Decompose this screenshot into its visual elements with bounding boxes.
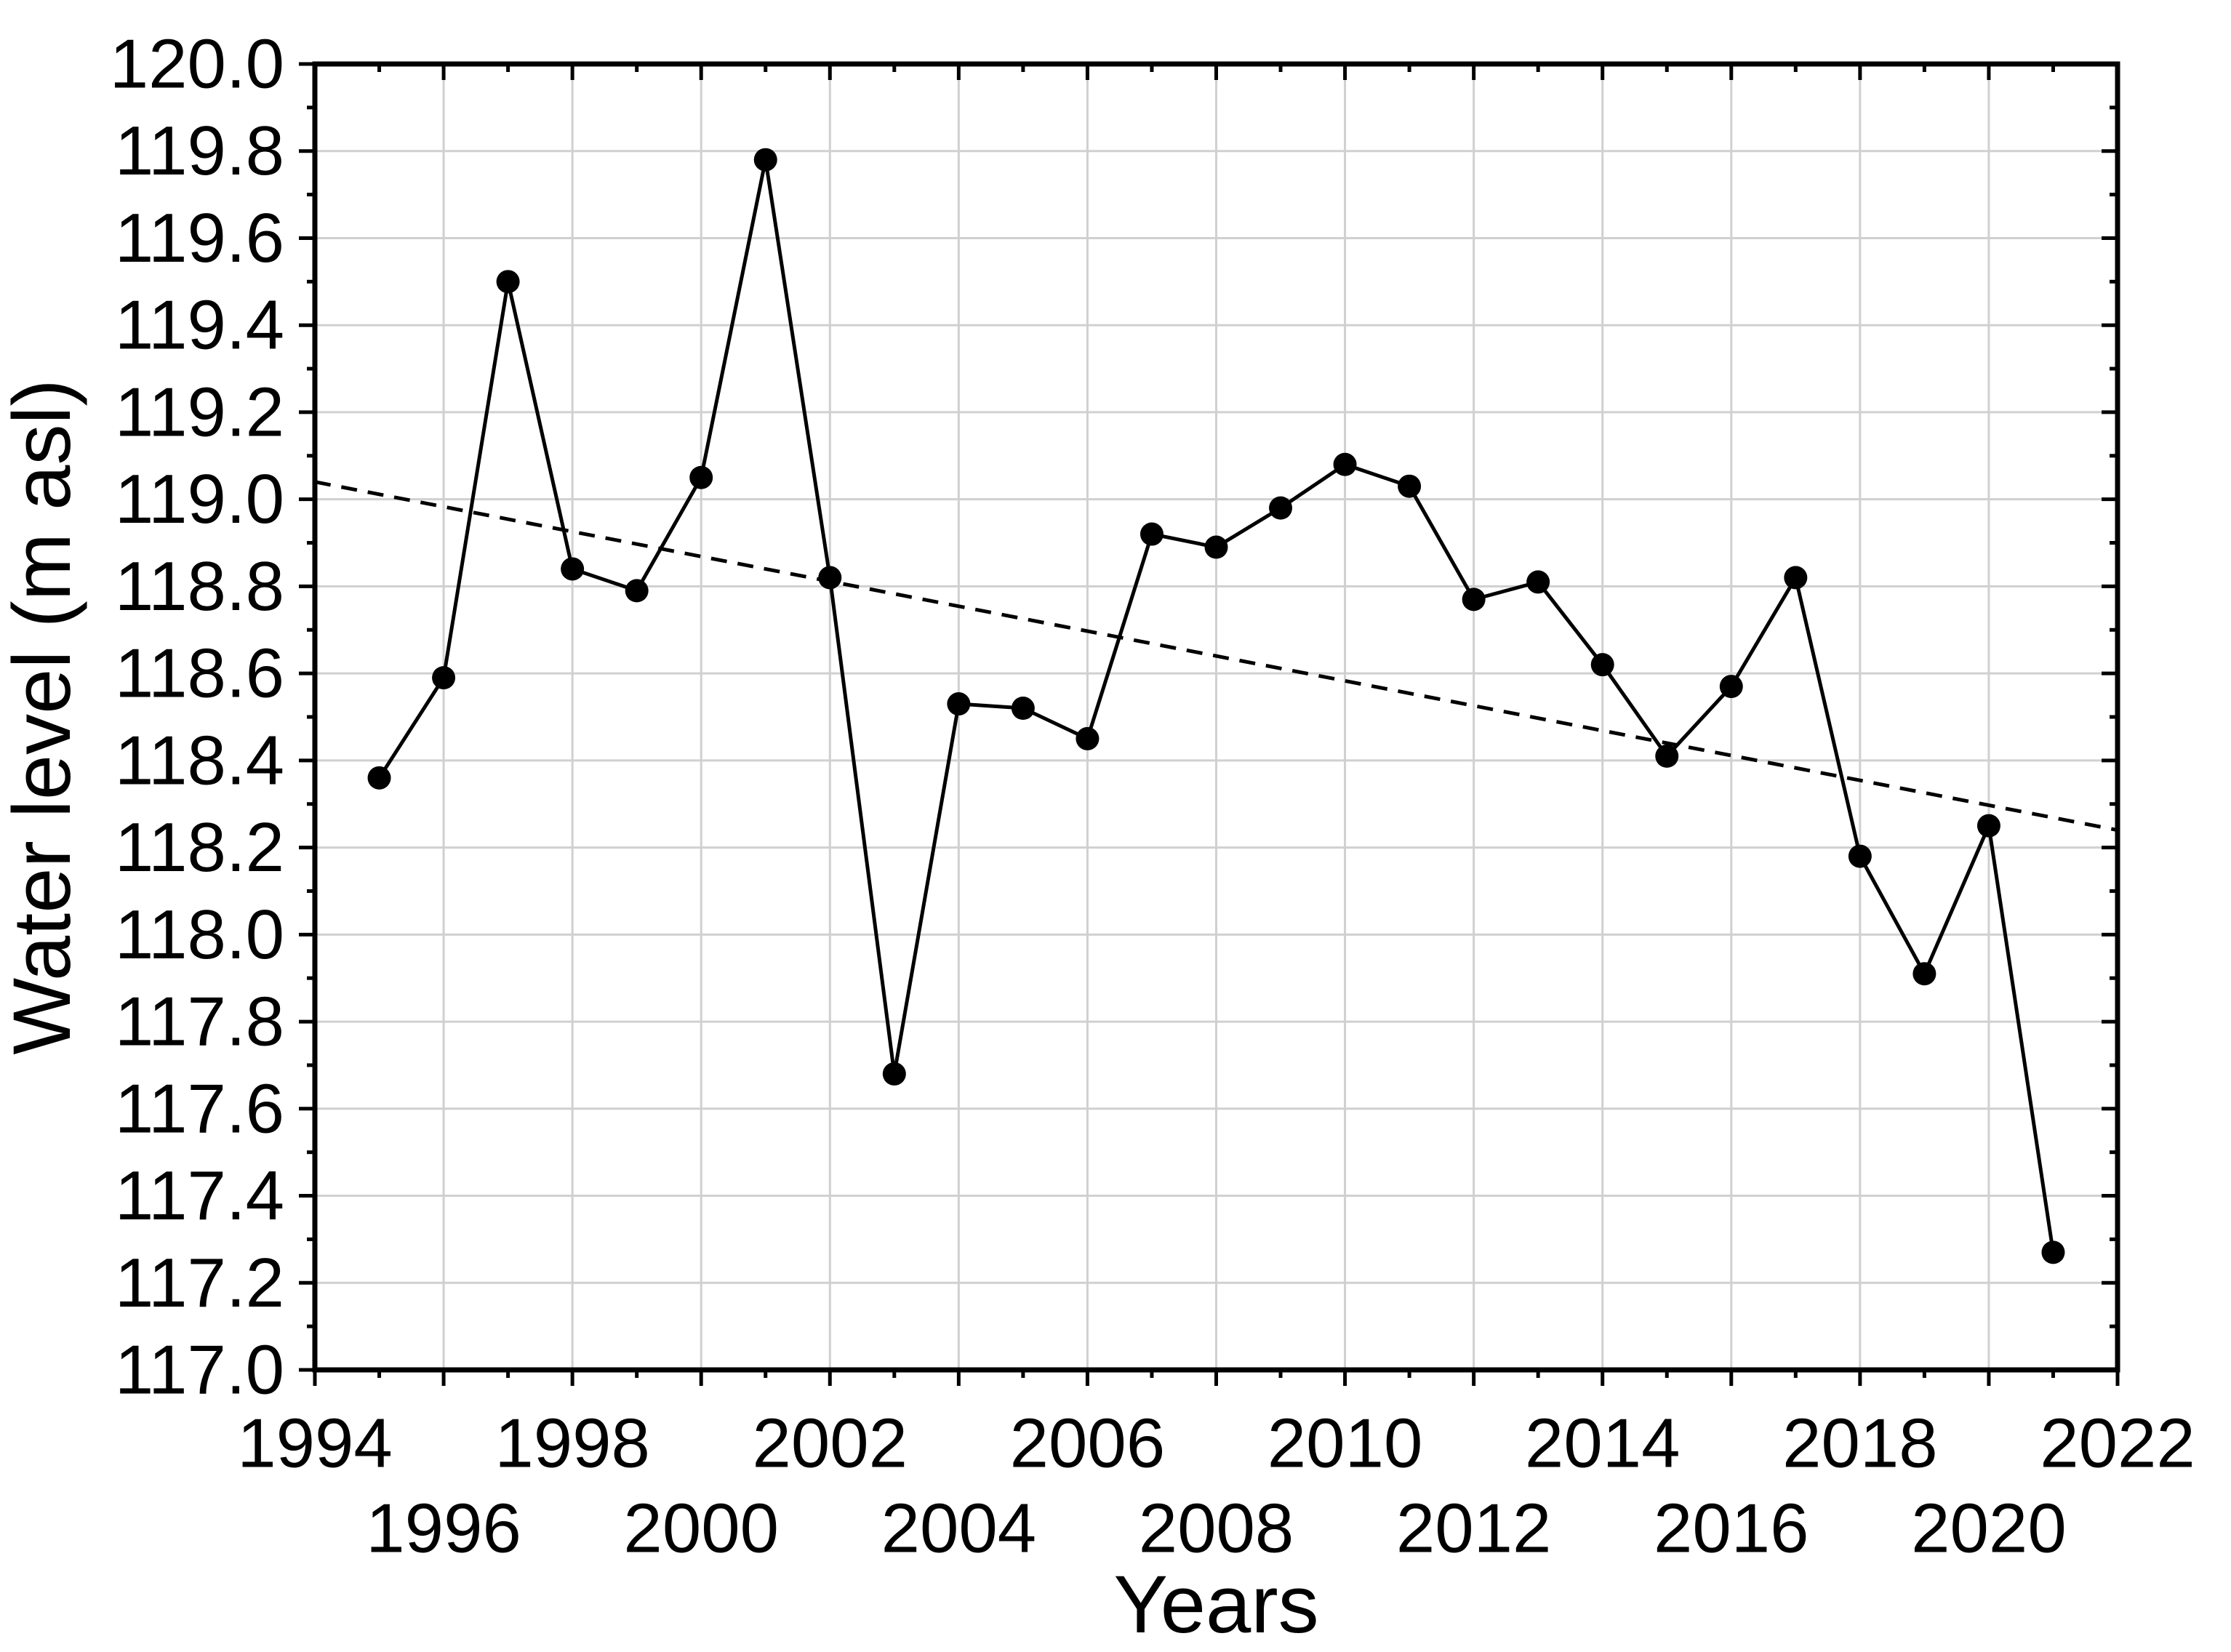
data-point [1333,452,1357,476]
data-point [1848,844,1872,868]
data-point [1590,653,1614,677]
data-point [561,557,585,581]
x-tick-label: 2010 [1267,1405,1423,1483]
data-point [1204,535,1228,559]
data-point [2041,1240,2065,1264]
data-point [753,148,777,172]
x-tick-label: 2004 [881,1490,1037,1568]
trend-line [314,480,2118,833]
data-point [689,465,713,489]
y-tick-label: 119.0 [115,460,284,538]
y-tick-label: 120.0 [110,25,284,103]
y-tick-label: 117.0 [115,1331,284,1409]
x-tick-label: 2018 [1782,1405,1938,1483]
x-tick-label: 2016 [1654,1490,1809,1568]
y-tick-label: 117.6 [115,1070,284,1147]
data-point [1526,570,1550,594]
x-tick-label: 2000 [623,1490,779,1568]
data-point [625,579,649,603]
y-tick-label: 118.2 [115,809,284,886]
data-point [1655,744,1679,768]
x-axis-title: Years [1113,1559,1318,1650]
y-tick-label: 117.8 [115,983,284,1061]
y-tick-label: 119.6 [115,199,284,277]
data-point [1398,474,1422,498]
data-point [1462,588,1486,612]
data-point [1076,726,1100,750]
x-tick-label: 2012 [1396,1490,1552,1568]
data-point [1139,522,1163,546]
data-point [1269,496,1293,520]
data-point [1784,566,1808,590]
data-point [496,270,520,294]
x-tick-label: 2020 [1911,1490,2067,1568]
data-point [1011,697,1035,721]
y-tick-label: 118.8 [115,548,284,625]
x-tick-label: 2002 [753,1405,908,1483]
x-tick-label: 2022 [2040,1405,2195,1483]
y-axis-title: Water level (m asl) [0,379,87,1054]
y-tick-label: 118.6 [115,635,284,713]
tick-label-layer: 120.0 119.8 119.6 119.4 119.2 119.0 118.8 118.6… [110,25,2195,1568]
data-point [367,766,391,790]
y-tick-label: 118.0 [115,896,284,974]
tick-layer [299,62,2120,1386]
y-tick-label: 119.2 [115,373,284,451]
data-point [432,666,456,690]
data-point [947,692,971,716]
x-tick-label: 2008 [1139,1490,1294,1568]
y-tick-label: 117.4 [115,1157,284,1235]
y-tick-label: 119.8 [115,112,284,190]
x-tick-label: 2014 [1525,1405,1681,1483]
y-tick-label: 118.4 [115,721,284,799]
x-tick-label: 1996 [366,1490,521,1568]
data-layer [314,148,2118,1264]
data-point [818,566,842,590]
x-tick-label: 2006 [1010,1405,1166,1483]
x-tick-label: 1998 [494,1405,650,1483]
grid-layer [315,64,2118,1370]
data-point [1976,814,2000,838]
x-tick-label: 1994 [237,1405,393,1483]
data-point [1719,675,1743,699]
data-point [1912,962,1936,986]
data-point [882,1062,906,1086]
y-tick-label: 119.4 [115,286,284,364]
y-tick-label: 117.2 [115,1244,284,1322]
